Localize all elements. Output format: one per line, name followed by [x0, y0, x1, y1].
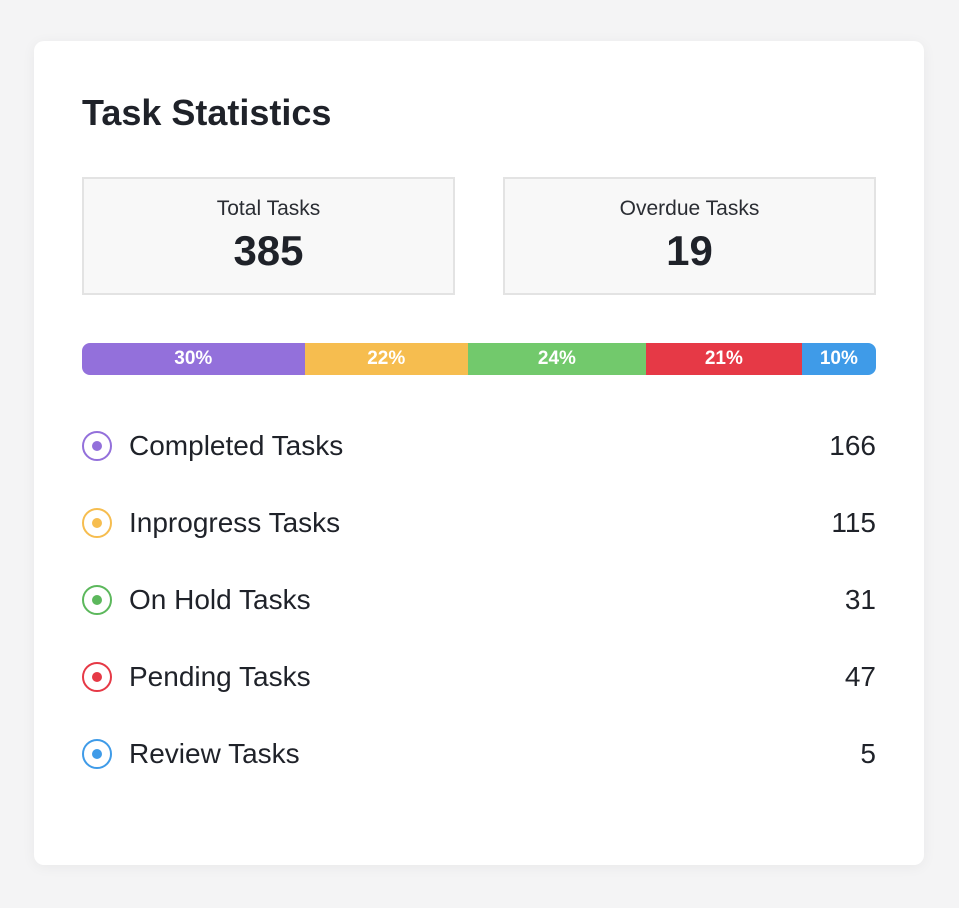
purple-circle-dot-icon [82, 430, 112, 461]
legend-item-pending: Pending Tasks 47 [82, 638, 876, 715]
overdue-tasks-value: 19 [666, 227, 713, 274]
red-circle-dot-icon [82, 661, 112, 692]
progress-segment-pending: 21% [645, 343, 802, 375]
blue-circle-dot-icon [82, 738, 112, 769]
stats-row: Total Tasks 385 Overdue Tasks 19 [82, 177, 876, 295]
legend-item-inprogress: Inprogress Tasks 115 [82, 484, 876, 561]
legend-count: 5 [860, 737, 876, 769]
legend-count: 115 [831, 506, 876, 538]
overdue-tasks-label: Overdue Tasks [619, 197, 760, 220]
total-tasks-label: Total Tasks [216, 197, 321, 220]
task-statistics-card: Task Statistics Total Tasks 385 Overdue … [34, 41, 924, 865]
legend-item-completed: Completed Tasks 166 [82, 407, 876, 484]
legend-count: 31 [844, 583, 876, 615]
legend-count: 166 [829, 429, 876, 461]
card-title: Task Statistics [82, 92, 332, 133]
yellow-circle-dot-icon [82, 507, 112, 538]
total-tasks-box: Total Tasks 385 [82, 177, 455, 295]
legend-label: On Hold Tasks [129, 583, 311, 615]
progress-segment-completed: 30% [82, 343, 305, 375]
progress-segment-inprogress: 22% [304, 343, 468, 375]
task-legend: Completed Tasks 166 Inprogress Tasks 115… [82, 407, 876, 792]
total-tasks-value: 385 [233, 227, 304, 274]
task-progress-bar: 30% 22% 24% 21% 10% [82, 343, 876, 375]
progress-segment-review: 10% [801, 343, 876, 375]
legend-label: Pending Tasks [129, 660, 311, 692]
legend-label: Completed Tasks [129, 429, 344, 461]
legend-label: Inprogress Tasks [129, 506, 341, 538]
legend-item-on-hold: On Hold Tasks 31 [82, 561, 876, 638]
overdue-tasks-box: Overdue Tasks 19 [503, 177, 876, 295]
progress-segment-on-hold: 24% [467, 343, 646, 375]
legend-item-review: Review Tasks 5 [82, 715, 876, 792]
legend-label: Review Tasks [129, 737, 300, 769]
green-circle-dot-icon [82, 584, 112, 615]
legend-count: 47 [844, 660, 876, 692]
